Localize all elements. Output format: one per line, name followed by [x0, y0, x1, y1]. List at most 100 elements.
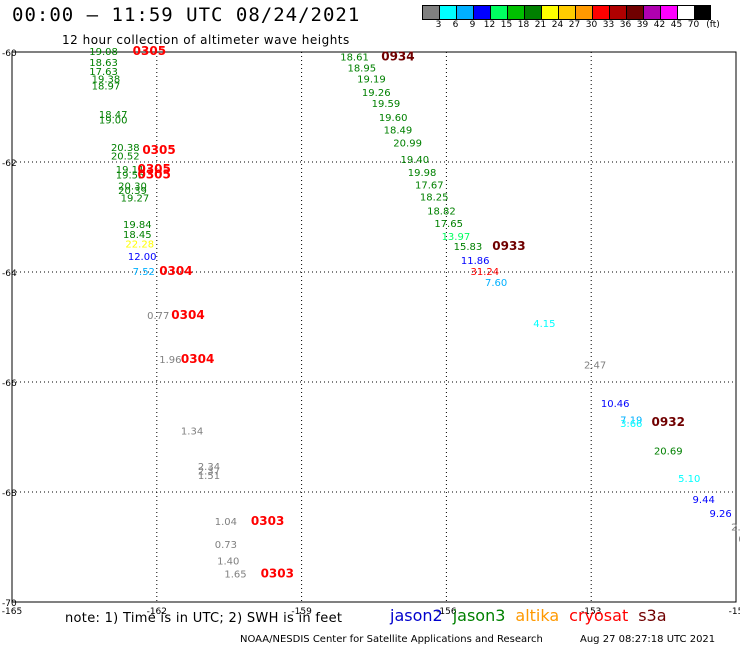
- wave-height-value: 20.30: [118, 182, 147, 193]
- satellite-s3a: s3a: [638, 606, 667, 625]
- wave-height-value: 18.49: [384, 125, 413, 136]
- legend-swatch: [609, 5, 626, 20]
- wave-height-value: 18.95: [347, 63, 376, 74]
- wave-height-value: 10.46: [601, 399, 630, 410]
- legend-bin-label: 33: [602, 20, 615, 30]
- pass-time-label: 0305: [133, 44, 166, 58]
- satellite-jason2: jason2: [390, 606, 443, 625]
- x-tick-label: -165: [2, 607, 22, 617]
- pass-time-label: 0305: [137, 168, 170, 182]
- y-tick-label: -68: [2, 489, 17, 499]
- page-title: 00:00 – 11:59 UTC 08/24/2021: [12, 4, 361, 26]
- plot-border: [11, 51, 737, 603]
- x-tick-label: -156: [436, 607, 457, 617]
- wave-height-value: 18.47: [99, 110, 128, 121]
- wave-height-value: 7.60: [485, 278, 507, 289]
- wave-height-value: 12.00: [128, 252, 157, 263]
- wave-height-value: 20.69: [654, 447, 683, 458]
- wave-height-value: 17.63: [89, 67, 118, 78]
- legend-swatch: [490, 5, 507, 20]
- legend-swatch: [541, 5, 558, 20]
- legend-labels: 3 6 9 12 15 18 21 24 27 30 33 36 39 42 45 70 (ft): [422, 20, 724, 30]
- legend-bin-label: 27: [568, 20, 581, 30]
- y-tick-label: -62: [2, 159, 17, 169]
- wave-height-value: 20.39: [118, 186, 147, 197]
- wave-height-value: 18.45: [123, 230, 152, 241]
- legend-bin-label: 24: [551, 20, 564, 30]
- wave-height-value: 20.38: [111, 143, 140, 154]
- wave-height-value: 20.52: [111, 151, 140, 162]
- legend-swatch: [524, 5, 541, 20]
- wave-height-value: 0.77: [147, 311, 169, 322]
- legend-bin-label: 9: [469, 20, 476, 30]
- credit-line: NOAA/NESDIS Center for Satellite Applica…: [240, 634, 543, 645]
- legend-bin-label: 15: [500, 20, 513, 30]
- legend-bin-label: 42: [653, 20, 666, 30]
- wave-height-value: 11.86: [461, 256, 490, 267]
- wave-height-value: 1.51: [198, 471, 220, 482]
- pass-time-label: 0303: [251, 514, 284, 528]
- legend-bin-label: 3: [435, 20, 442, 30]
- legend-swatch: [643, 5, 660, 20]
- pass-time-label: 0303: [261, 566, 294, 580]
- wave-height-value: 19.38: [92, 74, 121, 85]
- pass-time-label: 0934: [381, 49, 414, 63]
- generated-timestamp: Aug 27 08:27:18 UTC 2021: [580, 634, 716, 645]
- legend-swatch: [660, 5, 677, 20]
- legend-bin-label: 18: [517, 20, 530, 30]
- wave-height-value: 19.08: [89, 47, 118, 58]
- x-tick-label: -15: [729, 607, 740, 617]
- wave-height-value: 19.60: [379, 113, 408, 124]
- pass-time-label: 0305: [142, 143, 175, 157]
- satellite-key: jason2 jason3 altika cryosat s3a: [390, 606, 677, 625]
- legend-bin-label: 45: [670, 20, 683, 30]
- wave-height-value: 1.04: [215, 517, 237, 528]
- page-subtitle: 12 hour collection of altimeter wave hei…: [62, 33, 350, 47]
- wave-height-value: 31.24: [471, 267, 500, 278]
- pass-time-labels: 0305030503050305030403040304030303030934…: [133, 44, 685, 581]
- wave-height-value: 19.40: [401, 155, 430, 166]
- wave-height-value: 17.65: [434, 219, 463, 230]
- legend-swatch: [592, 5, 609, 20]
- wave-height-value: 3.66: [620, 419, 642, 430]
- y-tick-label: -66: [2, 379, 17, 389]
- wave-height-value: 1.34: [181, 426, 203, 437]
- wave-height-value: 19.59: [372, 99, 401, 110]
- footnote: note: 1) Time is in UTC; 2) SWH is in fe…: [65, 611, 343, 626]
- legend-bin-label: 30: [585, 20, 598, 30]
- wave-height-value: 2.34: [198, 462, 220, 473]
- legend-bin-label: 36: [619, 20, 632, 30]
- pass-time-label: 0932: [652, 415, 685, 429]
- legend-swatch: [422, 5, 439, 20]
- wave-height-value: 7.52: [133, 267, 155, 278]
- legend-swatch: [677, 5, 694, 20]
- color-legend: 3 6 9 12 15 18 21 24 27 30 33 36 39 42 45 70 (ft): [422, 5, 724, 30]
- wave-height-value: 18.97: [92, 81, 121, 92]
- wave-height-value: 1.96: [159, 355, 181, 366]
- legend-swatch: [439, 5, 456, 20]
- legend-bin-label: 21: [534, 20, 547, 30]
- wave-height-value: 1.65: [224, 569, 246, 580]
- y-tick-label: -70: [2, 599, 17, 609]
- legend-swatch: [473, 5, 490, 20]
- wave-height-value: 19.26: [362, 88, 391, 99]
- grid-lines: [12, 52, 736, 602]
- wave-height-value: 22.28: [125, 239, 154, 250]
- wave-height-value: 19.98: [408, 168, 437, 179]
- wave-height-value: 1.40: [217, 557, 239, 568]
- wave-height-value: 0.73: [215, 540, 237, 551]
- wave-height-value: 19.27: [121, 194, 150, 205]
- wave-height-value: 2.37: [198, 466, 220, 477]
- wave-height-value: 2.20: [731, 523, 740, 534]
- pass-time-label: 0304: [181, 352, 214, 366]
- wave-height-value: 18.63: [89, 58, 118, 69]
- satellite-jason3: jason3: [452, 606, 506, 625]
- legend-bin-label: 70: [687, 20, 700, 30]
- legend-swatches: [422, 5, 724, 20]
- pass-time-label: 0933: [492, 239, 525, 253]
- wave-height-value: 17.67: [415, 180, 444, 191]
- pass-time-label: 0304: [159, 264, 192, 278]
- wave-height-value: 5.10: [678, 474, 700, 485]
